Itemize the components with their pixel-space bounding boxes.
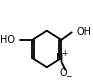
Text: N: N [56, 53, 63, 63]
Text: O: O [60, 68, 68, 78]
Text: OH: OH [77, 27, 92, 37]
Text: HO: HO [0, 35, 16, 45]
Text: −: − [65, 72, 72, 81]
Text: +: + [61, 49, 68, 58]
